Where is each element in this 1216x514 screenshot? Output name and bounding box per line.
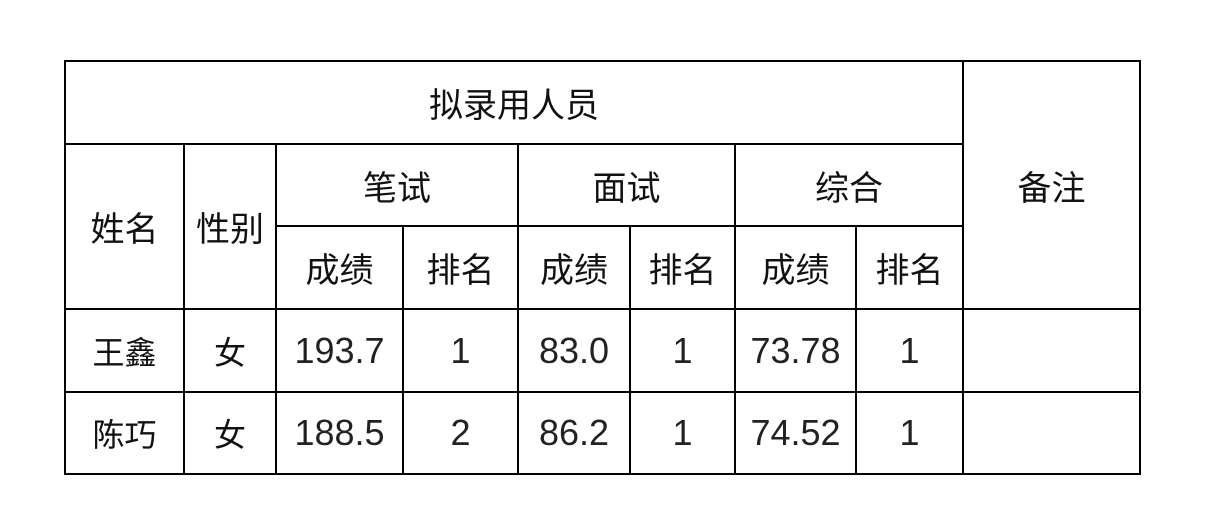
written-rank-header: 排名 — [402, 225, 519, 310]
name-cell: 王鑫 — [64, 308, 185, 393]
admission-table: 拟录用人员 备注 姓名 性别 笔试 面试 综合 成绩 排名 成绩 排名 成绩 排… — [64, 60, 1141, 475]
interview-score-cell: 83.0 — [517, 308, 631, 393]
written-score-header: 成绩 — [275, 225, 404, 310]
gender-header: 性别 — [183, 143, 277, 310]
name-header: 姓名 — [64, 143, 185, 310]
total-rank-cell: 1 — [855, 391, 964, 475]
written-rank-cell: 1 — [402, 308, 519, 393]
gender-cell: 女 — [183, 308, 277, 393]
interview-score-cell: 86.2 — [517, 391, 631, 475]
interview-header: 面试 — [517, 143, 736, 227]
table-title: 拟录用人员 — [64, 60, 964, 145]
written-score-cell: 193.7 — [275, 308, 404, 393]
interview-rank-cell: 1 — [629, 308, 736, 393]
table-row: 王鑫 女 193.7 1 83.0 1 73.78 1 — [64, 308, 1141, 393]
interview-rank-cell: 1 — [629, 391, 736, 475]
total-score-header: 成绩 — [734, 225, 857, 310]
gender-cell: 女 — [183, 391, 277, 475]
table-row: 陈巧 女 188.5 2 86.2 1 74.52 1 — [64, 391, 1141, 475]
written-rank-cell: 2 — [402, 391, 519, 475]
total-score-cell: 74.52 — [734, 391, 857, 475]
interview-rank-header: 排名 — [629, 225, 736, 310]
remarks-header: 备注 — [962, 60, 1141, 310]
remarks-cell — [962, 391, 1141, 475]
total-rank-cell: 1 — [855, 308, 964, 393]
remarks-cell — [962, 308, 1141, 393]
written-score-cell: 188.5 — [275, 391, 404, 475]
total-score-cell: 73.78 — [734, 308, 857, 393]
name-cell: 陈巧 — [64, 391, 185, 475]
written-header: 笔试 — [275, 143, 519, 227]
total-rank-header: 排名 — [855, 225, 964, 310]
interview-score-header: 成绩 — [517, 225, 631, 310]
total-header: 综合 — [734, 143, 964, 227]
